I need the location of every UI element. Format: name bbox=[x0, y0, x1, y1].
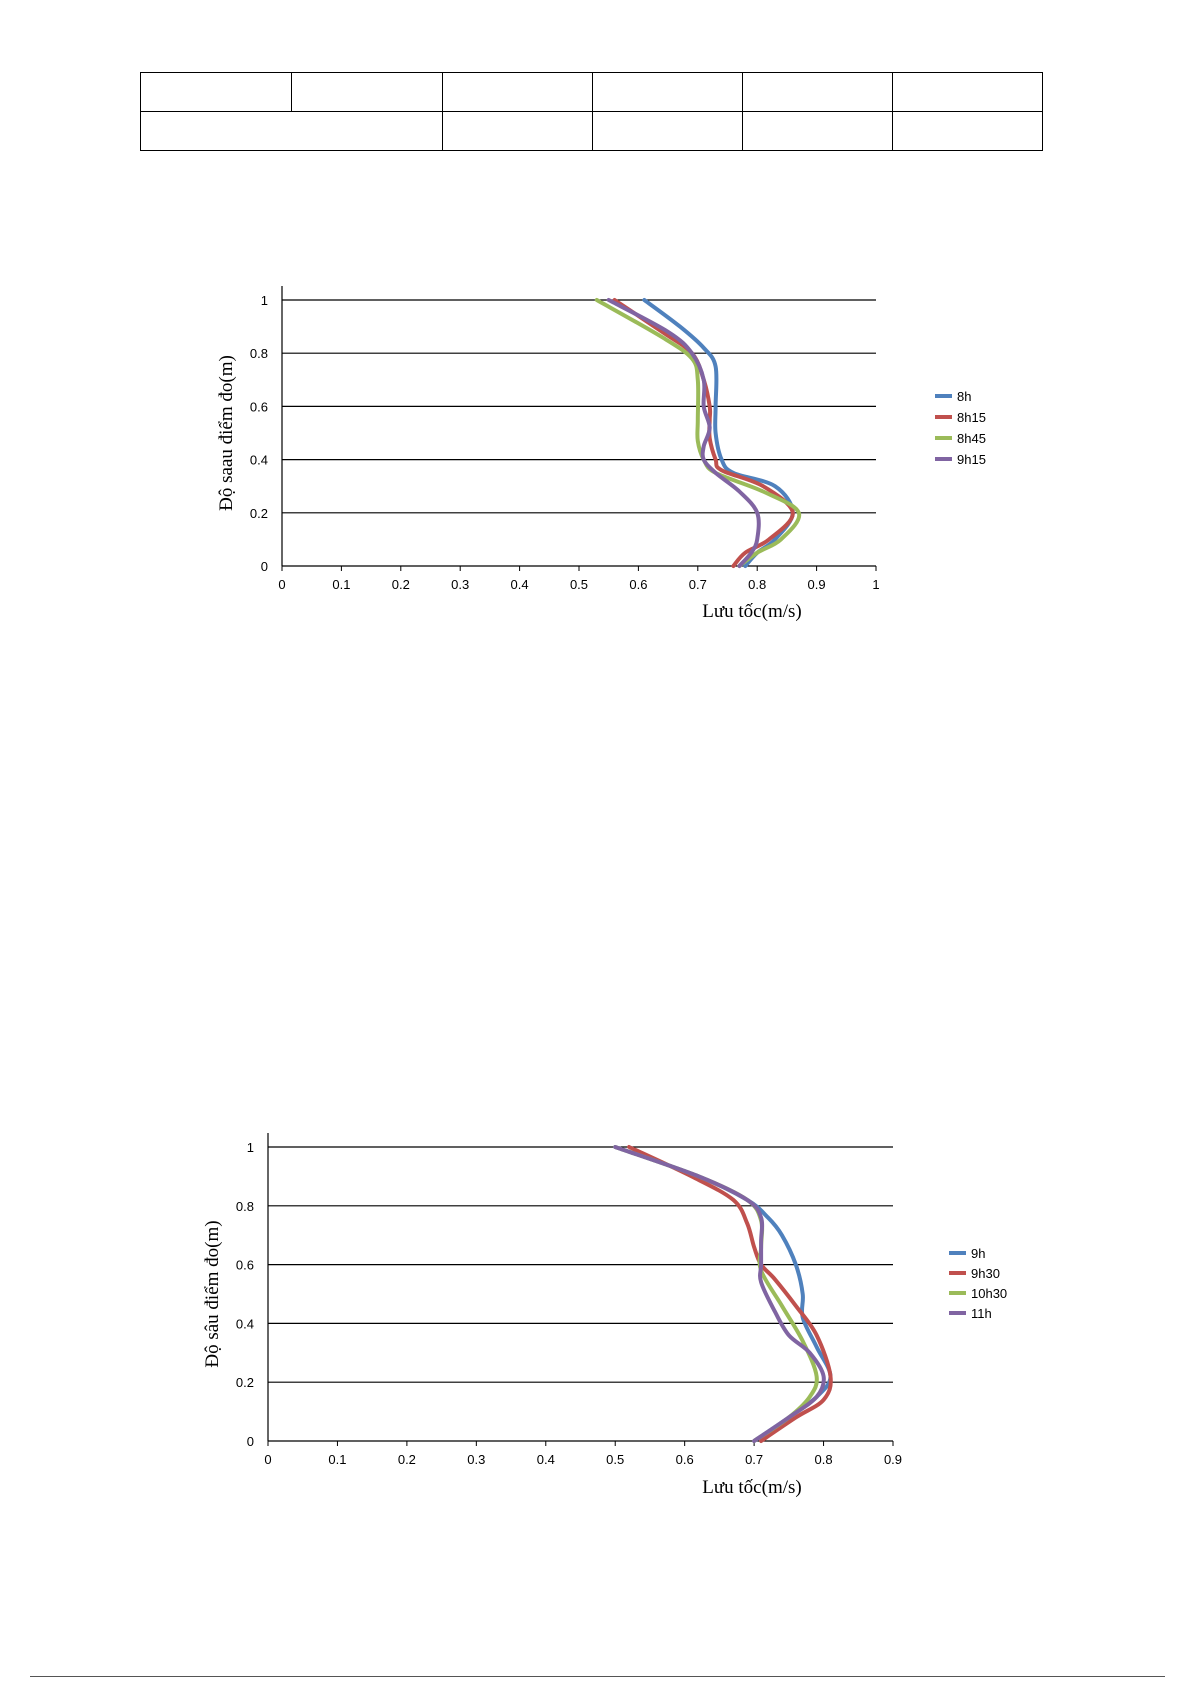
table-cell bbox=[592, 111, 743, 151]
y-tick-label: 0.8 bbox=[236, 1199, 254, 1214]
x-tick-label: 0.2 bbox=[392, 577, 410, 592]
x-tick-label: 0.9 bbox=[884, 1452, 902, 1467]
y-tick-label: 0 bbox=[247, 1434, 254, 1449]
table-row bbox=[140, 72, 1043, 112]
x-tick-label: 0.7 bbox=[689, 577, 707, 592]
y-tick-label: 0.6 bbox=[236, 1258, 254, 1273]
series-line bbox=[642, 298, 795, 568]
x-tick-label: 0 bbox=[264, 1452, 271, 1467]
table-cell-merged bbox=[140, 111, 443, 151]
x-tick-label: 0.2 bbox=[398, 1452, 416, 1467]
y-axis-label: Độ saau điểm đo(m) bbox=[216, 355, 237, 511]
table-cell bbox=[742, 111, 893, 151]
legend-label: 10h30 bbox=[971, 1286, 1007, 1301]
legend-label: 8h45 bbox=[957, 431, 986, 446]
series-line bbox=[594, 298, 802, 568]
series-line bbox=[613, 1145, 833, 1443]
y-tick-label: 0.6 bbox=[250, 399, 268, 414]
y-tick-label: 1 bbox=[247, 1140, 254, 1155]
series-line bbox=[613, 1145, 826, 1443]
x-tick-label: 0.1 bbox=[332, 577, 350, 592]
x-axis-label: Lưu tốc(m/s) bbox=[702, 1477, 801, 1498]
x-tick-label: 0.5 bbox=[606, 1452, 624, 1467]
legend-label: 11h bbox=[971, 1306, 992, 1321]
y-tick-label: 0.8 bbox=[250, 346, 268, 361]
data-table bbox=[140, 72, 1043, 151]
x-tick-label: 0.4 bbox=[537, 1452, 555, 1467]
table-cell bbox=[442, 111, 593, 151]
x-tick-label: 0.3 bbox=[467, 1452, 485, 1467]
x-tick-label: 0.3 bbox=[451, 577, 469, 592]
page-footer-line bbox=[30, 1676, 1165, 1677]
x-tick-label: 0.5 bbox=[570, 577, 588, 592]
y-tick-label: 0.4 bbox=[250, 453, 268, 468]
y-tick-label: 1 bbox=[261, 293, 268, 308]
table-cell bbox=[291, 72, 443, 112]
x-tick-label: 0.6 bbox=[676, 1452, 694, 1467]
legend-label: 8h15 bbox=[957, 410, 986, 425]
table-cell bbox=[892, 111, 1043, 151]
table-cell bbox=[442, 72, 593, 112]
legend-label: 8h bbox=[957, 389, 971, 404]
x-tick-label: 1 bbox=[872, 577, 879, 592]
legend-label: 9h30 bbox=[971, 1266, 1000, 1281]
x-tick-label: 0.1 bbox=[328, 1452, 346, 1467]
table-cell bbox=[892, 72, 1043, 112]
y-tick-label: 0.4 bbox=[236, 1316, 254, 1331]
series-line bbox=[606, 298, 761, 568]
table-row bbox=[140, 111, 1043, 151]
legend-label: 9h15 bbox=[957, 452, 986, 467]
series-line bbox=[627, 1145, 833, 1443]
x-axis-label: Lưu tốc(m/s) bbox=[702, 601, 801, 622]
legend-label: 9h bbox=[971, 1246, 985, 1261]
x-tick-label: 0.7 bbox=[745, 1452, 763, 1467]
table-cell bbox=[140, 72, 292, 112]
y-tick-label: 0.2 bbox=[250, 506, 268, 521]
x-tick-label: 0.9 bbox=[808, 577, 826, 592]
table-cell bbox=[592, 72, 743, 112]
x-tick-label: 0 bbox=[278, 577, 285, 592]
series-line bbox=[612, 298, 795, 568]
x-tick-label: 0.6 bbox=[629, 577, 647, 592]
y-axis-label: Độ sâu điểm đo(m) bbox=[202, 1220, 223, 1367]
x-tick-label: 0.4 bbox=[511, 577, 529, 592]
series-line bbox=[613, 1145, 819, 1443]
x-tick-label: 0.8 bbox=[748, 577, 766, 592]
y-tick-label: 0.2 bbox=[236, 1375, 254, 1390]
table-cell bbox=[742, 72, 893, 112]
x-tick-label: 0.8 bbox=[815, 1452, 833, 1467]
y-tick-label: 0 bbox=[261, 559, 268, 574]
